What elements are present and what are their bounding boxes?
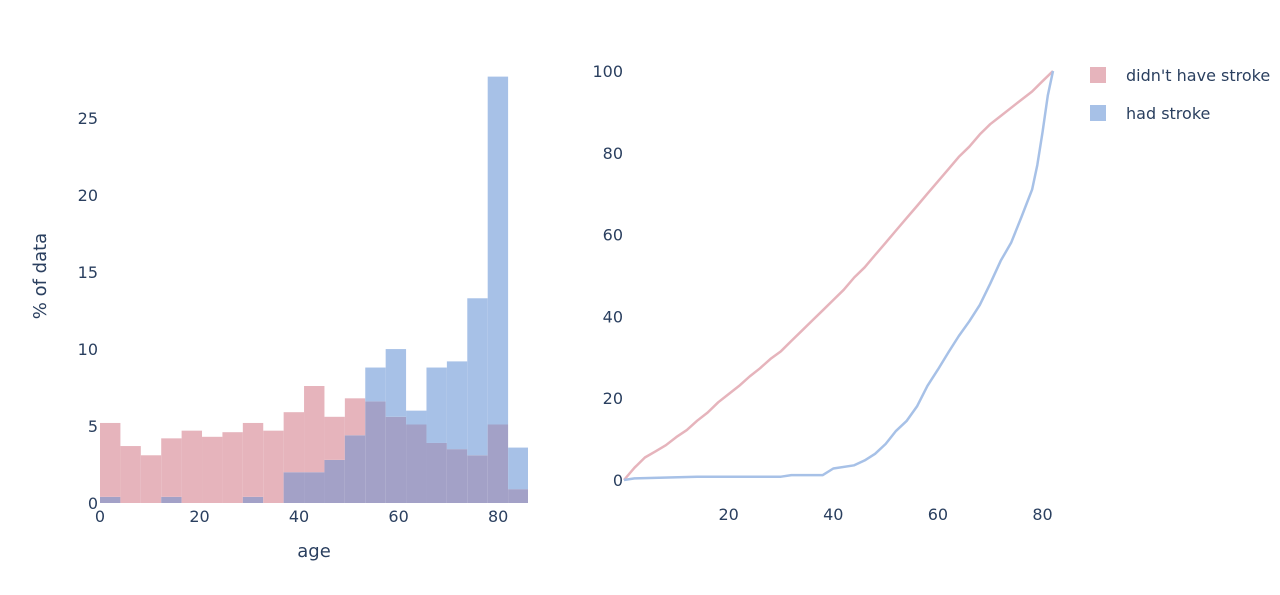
histogram-bar-stroke [385, 349, 407, 417]
histogram-bar-overlap [446, 449, 468, 503]
histogram-bar-overlap [385, 416, 407, 503]
histogram-bar-stroke [487, 76, 509, 425]
histogram-x-tick-label: 80 [488, 507, 508, 526]
histogram-bar-overlap [406, 424, 427, 503]
histogram-bar-stroke [446, 361, 468, 450]
cumulative-line-no-stroke [623, 70, 1054, 481]
histogram-bar-no-stroke [242, 422, 264, 497]
histogram-y-tick-label: 25 [78, 109, 98, 128]
legend-swatch-stroke [1090, 105, 1106, 121]
histogram-bar-overlap [487, 424, 509, 503]
legend-item-no-stroke[interactable]: didn't have stroke [1090, 56, 1270, 94]
line-y-tick-label: 80 [603, 144, 623, 163]
histogram-bar-overlap [161, 496, 182, 503]
histogram-bar-stroke [426, 367, 447, 443]
histogram-bar-no-stroke [283, 412, 305, 473]
histogram-bar-overlap [344, 435, 366, 503]
histogram-bar-no-stroke [120, 446, 141, 503]
line-x-tick-label: 60 [928, 505, 948, 524]
histogram-bar-no-stroke [202, 436, 223, 503]
histogram-bar-overlap [324, 459, 345, 503]
legend-item-stroke[interactable]: had stroke [1090, 94, 1270, 132]
histogram-panel: 0 20 40 60 80 0 5 10 15 20 25 [78, 76, 528, 526]
cumulative-line-panel: 20 40 60 80 0 20 40 60 80 100 [592, 62, 1055, 524]
histogram-bar-stroke [365, 367, 386, 402]
histogram-bar-no-stroke [324, 416, 345, 460]
histogram-y-axis-title: % of data [30, 233, 51, 319]
histogram-bar-overlap [283, 472, 305, 503]
histogram-x-tick-label: 60 [388, 507, 408, 526]
histogram-bar-overlap [365, 401, 386, 503]
cumulative-line-stroke [623, 70, 1055, 482]
histogram-bar-overlap [467, 455, 488, 503]
line-y-tick-label: 20 [603, 389, 623, 408]
line-x-tick-label: 20 [718, 505, 738, 524]
histogram-bar-no-stroke [263, 430, 284, 503]
histogram-bar-overlap [242, 496, 264, 503]
histogram-x-tick-label: 20 [189, 507, 209, 526]
histogram-bar-overlap [100, 496, 121, 503]
histogram-y-tick-label: 10 [78, 340, 98, 359]
histogram-x-axis-title: age [297, 541, 331, 562]
histogram-bar-overlap [304, 472, 325, 503]
histogram-bar-no-stroke [344, 398, 366, 436]
histogram-bar-stroke [467, 298, 488, 456]
histogram-y-tick-label: 20 [78, 186, 98, 205]
legend-swatch-no-stroke [1090, 67, 1106, 83]
histogram-bar-no-stroke [181, 430, 203, 503]
histogram-x-tick-label: 40 [289, 507, 309, 526]
line-x-tick-label: 40 [823, 505, 843, 524]
histogram-bar-no-stroke [161, 438, 182, 497]
histogram-bar-no-stroke [100, 422, 121, 497]
legend: didn't have stroke had stroke [1090, 56, 1270, 132]
histogram-bar-no-stroke [140, 455, 162, 503]
histogram-y-tick-label: 0 [88, 494, 98, 513]
line-y-tick-label: 60 [603, 226, 623, 245]
legend-label-no-stroke: didn't have stroke [1126, 65, 1271, 85]
histogram-bar-no-stroke [222, 432, 243, 503]
histogram-bar-overlap [508, 489, 528, 503]
legend-label-stroke: had stroke [1126, 103, 1211, 123]
histogram-bar-stroke [508, 447, 528, 490]
line-x-tick-label: 80 [1032, 505, 1052, 524]
histogram-y-tick-label: 15 [78, 263, 98, 282]
line-y-tick-label: 40 [603, 307, 623, 326]
histogram-bar-no-stroke [304, 386, 325, 473]
line-y-tick-label: 0 [613, 471, 623, 490]
histogram-y-tick-label: 5 [88, 417, 98, 436]
histogram-bar-stroke [406, 410, 427, 425]
histogram-bar-overlap [426, 442, 447, 503]
histogram-x-tick-label: 0 [95, 507, 105, 526]
line-y-tick-label: 100 [592, 62, 623, 81]
